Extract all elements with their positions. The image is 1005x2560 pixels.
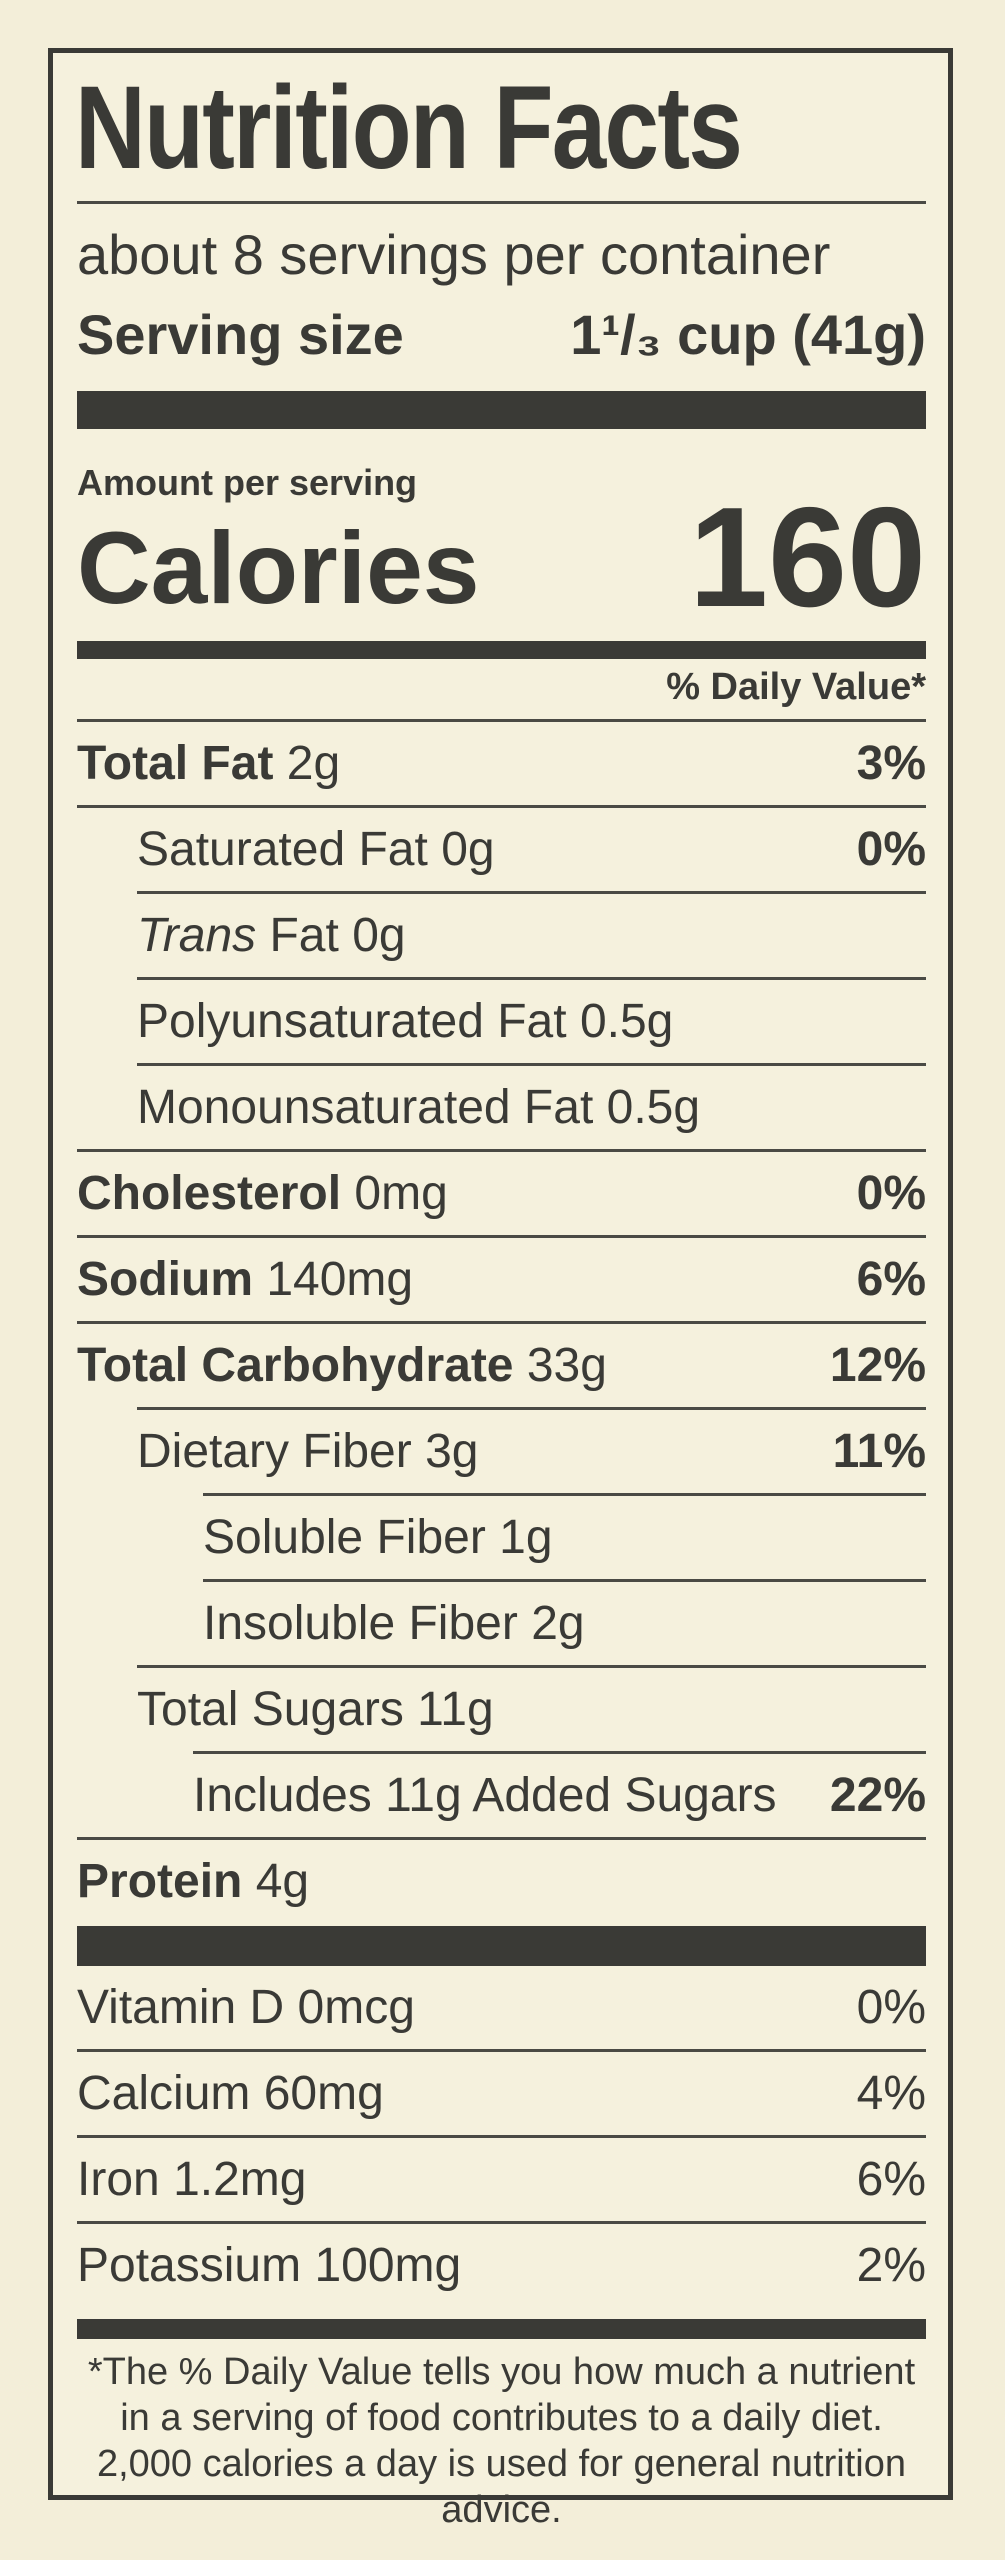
nutrient-name: Dietary Fiber (137, 1425, 412, 1478)
row-divider (137, 1665, 926, 1668)
nutrient-row-sodium: Sodium 140mg 6% (53, 1238, 948, 1324)
nutrient-row-dietary-fiber: Dietary Fiber 3g 11% (53, 1410, 948, 1496)
nutrient-amount: 140mg (266, 1253, 414, 1306)
nutrient-name: Polyunsaturated Fat (137, 995, 567, 1048)
row-divider (77, 1235, 926, 1238)
nutrient-name: Cholesterol (77, 1167, 342, 1220)
nutrient-amount: 3g (425, 1425, 479, 1478)
vitamin-row-vitamin-d: Vitamin D 0mcg 0% (53, 1966, 948, 2052)
vitamin-name: Calcium (77, 2067, 251, 2120)
row-divider (137, 1063, 926, 1066)
vitamin-daily-value: 6% (856, 2153, 926, 2206)
vitamin-amount: 60mg (263, 2067, 384, 2120)
amount-per-serving-label: Amount per serving (77, 462, 418, 503)
row-divider (77, 2049, 926, 2052)
nutrient-name: Fat (269, 909, 339, 962)
nutrient-amount: 0g (441, 823, 495, 876)
calories-label: Calories (77, 511, 480, 625)
nutrient-name: Total Sugars (137, 1683, 404, 1736)
nutrient-name-italic: Trans (137, 909, 257, 962)
medium-divider (77, 641, 926, 659)
daily-value-header: % Daily Value* (666, 666, 926, 708)
nutrient-amount: 0mg (354, 1167, 448, 1220)
nutrient-row-trans-fat: Trans Fat 0g (53, 894, 948, 980)
row-divider (137, 1407, 926, 1410)
calories-value: 160 (689, 478, 926, 637)
row-divider (203, 1493, 926, 1496)
nutrient-name: Includes 11g Added Sugars (193, 1769, 777, 1822)
nutrient-name: Insoluble Fiber (203, 1597, 518, 1650)
row-divider (203, 1579, 926, 1582)
nutrient-row-monounsaturated-fat: Monounsaturated Fat 0.5g (53, 1066, 948, 1152)
label-title: Nutrition Facts (75, 62, 743, 194)
nutrient-name: Total Fat (77, 737, 274, 790)
vitamin-amount: 100mg (314, 2239, 462, 2292)
nutrient-amount: 2g (531, 1597, 585, 1650)
nutrient-daily-value: 0% (856, 1167, 926, 1220)
divider (77, 201, 926, 204)
nutrient-amount: 1g (499, 1511, 553, 1564)
nutrient-amount: 4g (255, 1855, 310, 1908)
row-divider (77, 1837, 926, 1840)
nutrient-daily-value: 11% (832, 1425, 926, 1478)
nutrient-name: Total Carbohydrate (77, 1339, 514, 1392)
nutrient-daily-value: 0% (856, 823, 926, 876)
row-divider (193, 1751, 926, 1754)
nutrient-name: Protein (77, 1855, 243, 1908)
nutrient-amount: 0g (352, 909, 406, 962)
nutrient-daily-value: 6% (856, 1253, 926, 1306)
nutrient-row-total-sugars: Total Sugars 11g (53, 1668, 948, 1754)
nutrient-name: Monounsaturated Fat (137, 1081, 594, 1134)
vitamin-daily-value: 4% (856, 2067, 926, 2120)
vitamin-name: Vitamin D (77, 1981, 285, 2034)
vitamin-amount: 0mcg (297, 1981, 415, 2034)
nutrient-row-insoluble-fiber: Insoluble Fiber 2g (53, 1582, 948, 1668)
vitamin-row-calcium: Calcium 60mg 4% (53, 2052, 948, 2138)
row-divider (77, 2135, 926, 2138)
nutrient-daily-value: 12% (829, 1339, 926, 1392)
row-divider (77, 1321, 926, 1324)
thick-divider (77, 1926, 926, 1966)
nutrient-row-cholesterol: Cholesterol 0mg 0% (53, 1152, 948, 1238)
row-divider (77, 805, 926, 808)
vitamin-name: Iron (77, 2153, 160, 2206)
nutrient-row-soluble-fiber: Soluble Fiber 1g (53, 1496, 948, 1582)
row-divider (137, 977, 926, 980)
nutrient-daily-value: 22% (829, 1769, 926, 1822)
nutrient-amount: 33g (526, 1339, 607, 1392)
nutrient-amount: 11g (417, 1683, 494, 1736)
nutrition-facts-panel: Nutrition Facts about 8 servings per con… (48, 48, 953, 2531)
servings-per-container: about 8 servings per container (77, 223, 831, 286)
nutrient-row-polyunsaturated-fat: Polyunsaturated Fat 0.5g (53, 980, 948, 1066)
nutrient-amount: 2g (286, 737, 341, 790)
nutrient-daily-value: 3% (856, 737, 926, 790)
medium-divider (77, 2319, 926, 2339)
row-divider (137, 891, 926, 894)
nutrient-name: Saturated Fat (137, 823, 428, 876)
vitamin-name: Potassium (77, 2239, 302, 2292)
row-divider (77, 2221, 926, 2224)
thick-divider (77, 391, 926, 429)
serving-size-label: Serving size (77, 303, 404, 366)
vitamin-row-potassium: Potassium 100mg 2% (53, 2224, 948, 2310)
nutrient-row-protein: Protein 4g (53, 1840, 948, 1926)
nutrient-amount: 0.5g (606, 1081, 701, 1134)
vitamin-daily-value: 0% (856, 1981, 926, 2034)
nutrient-row-added-sugars: Includes 11g Added Sugars 22% (53, 1754, 948, 1840)
row-divider (77, 1149, 926, 1152)
nutrient-name: Soluble Fiber (203, 1511, 486, 1564)
nutrient-row-saturated-fat: Saturated Fat 0g 0% (53, 808, 948, 894)
nutrient-amount: 0.5g (579, 995, 674, 1048)
daily-value-footnote: *The % Daily Value tells you how much a … (87, 2351, 916, 2531)
nutrient-row-total-fat: Total Fat 2g 3% (53, 722, 948, 808)
vitamin-row-iron: Iron 1.2mg 6% (53, 2138, 948, 2224)
nutrient-name: Sodium (77, 1253, 253, 1306)
serving-size-value: 1¹/₃ cup (41g) (570, 303, 926, 366)
nutrient-row-total-carbohydrate: Total Carbohydrate 33g 12% (53, 1324, 948, 1410)
vitamin-daily-value: 2% (856, 2239, 926, 2292)
vitamin-amount: 1.2mg (173, 2153, 307, 2206)
divider (77, 719, 926, 722)
